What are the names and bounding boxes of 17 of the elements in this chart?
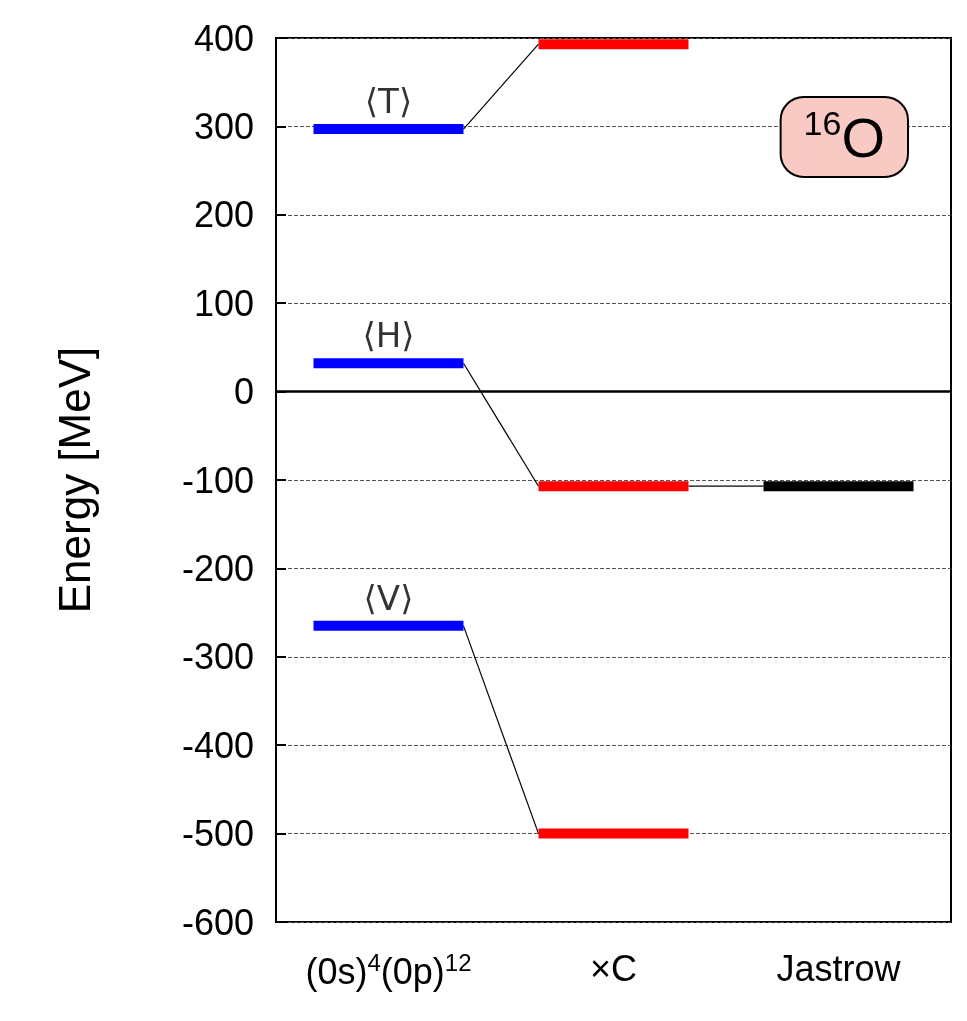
y-tick-label: -600 xyxy=(181,901,254,943)
y-tick-label: 100 xyxy=(193,282,254,324)
annotation: ⟨H⟩ xyxy=(362,315,415,356)
annotation: ⟨V⟩ xyxy=(363,577,414,618)
y-tick-label: -200 xyxy=(181,547,254,589)
y-tick-label: 400 xyxy=(193,17,254,59)
y-axis-title: Energy [MeV] xyxy=(49,346,99,614)
y-tick-label: 300 xyxy=(193,105,254,147)
y-tick-label: -400 xyxy=(181,724,254,766)
x-tick-label: ×C xyxy=(589,947,638,989)
y-tick-label: -300 xyxy=(181,636,254,678)
y-tick-label: -500 xyxy=(181,813,254,855)
y-tick-label: 200 xyxy=(193,194,254,236)
x-tick-label: Jastrow xyxy=(776,947,902,989)
y-tick-label: -100 xyxy=(181,459,254,501)
y-tick-label: 0 xyxy=(233,371,254,413)
annotation: ⟨T⟩ xyxy=(364,81,413,122)
